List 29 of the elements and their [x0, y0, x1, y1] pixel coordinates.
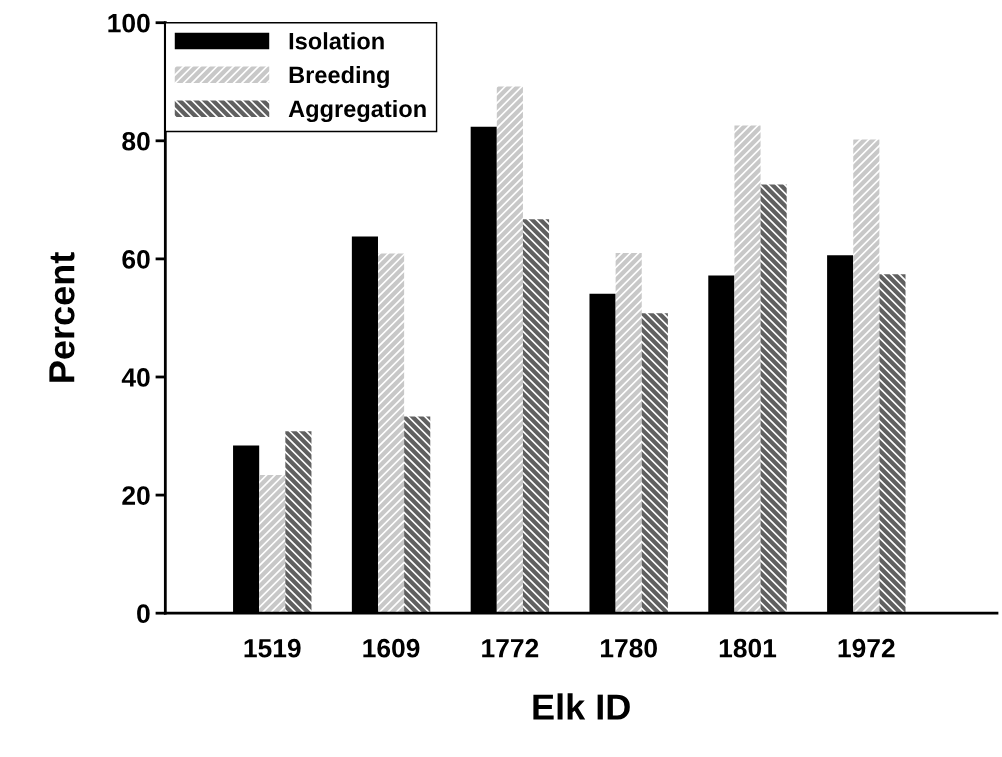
- y-tick-label: 60: [122, 250, 150, 269]
- bar: [879, 274, 906, 614]
- bar: [378, 253, 405, 614]
- bar: [853, 139, 880, 614]
- legend-label: Aggregation: [288, 99, 426, 122]
- bar: [734, 125, 761, 614]
- bar: [496, 86, 523, 614]
- x-tick-label: 1609: [363, 638, 420, 658]
- bar: [259, 475, 286, 614]
- x-tick-label: 1801: [719, 638, 777, 658]
- x-axis-title: Elk ID: [533, 693, 630, 720]
- y-tick-label: 100: [108, 13, 150, 33]
- bar: [641, 313, 668, 614]
- y-axis-title: Percent: [49, 252, 75, 382]
- bar: [522, 219, 550, 614]
- x-tick-label: 1772: [482, 638, 539, 658]
- x-tick-label: 1972: [838, 638, 895, 658]
- legend-label: Isolation: [289, 32, 384, 50]
- y-tick-label: 40: [121, 368, 150, 387]
- bar: [404, 416, 431, 614]
- x-tick-label: 1519: [244, 638, 301, 658]
- bar: [760, 184, 787, 614]
- bar: [615, 252, 642, 614]
- y-tick-label: 0: [137, 604, 150, 623]
- legend-label: Breeding: [289, 65, 389, 89]
- bar: [285, 431, 312, 614]
- y-tick-label: 20: [122, 486, 150, 505]
- y-tick-label: 80: [122, 131, 150, 151]
- x-tick-label: 1780: [601, 638, 657, 658]
